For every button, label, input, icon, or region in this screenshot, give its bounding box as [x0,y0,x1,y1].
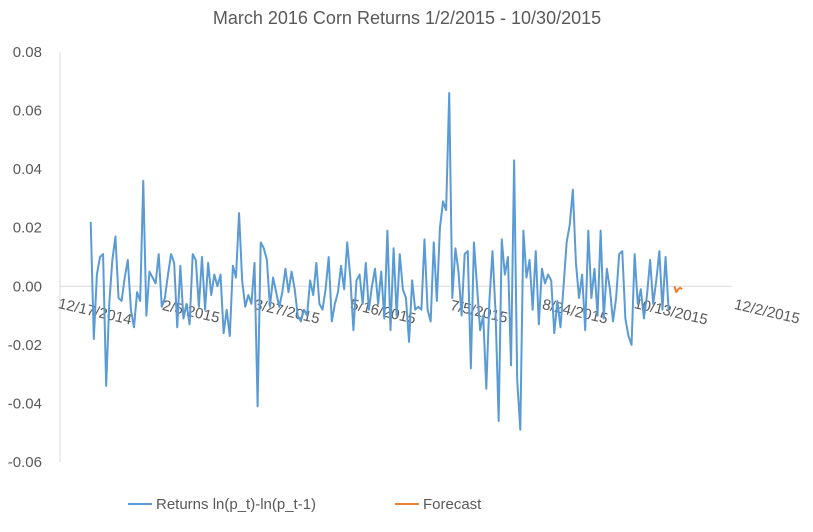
y-tick-label: 0.04 [13,161,42,178]
legend-label-1: Forecast [423,496,482,513]
y-tick-label: 0.00 [13,278,42,295]
x-tick-label: 12/2/2015 [733,296,802,328]
series-line-0 [89,92,670,431]
legend: Returns ln(p_t)-ln(p_t-1) Forecast [128,496,482,513]
y-tick-label: -0.06 [8,454,42,471]
x-tick-label: 3/27/2015 [253,296,322,328]
series-layer [89,92,683,431]
x-axis: 12/17/2014 2/5/2015 3/27/2015 5/16/2015 7/5/… [57,285,802,329]
series-line-1 [673,285,683,294]
y-tick-label: 0.08 [13,44,42,61]
y-tick-label: 0.02 [13,220,42,237]
chart-title: March 2016 Corn Returns 1/2/2015 - 10/30… [213,8,601,28]
y-axis: 0.08 0.06 0.04 0.02 0.00 -0.02 -0.04 -0.06 [8,44,61,471]
x-tick-label: 8/24/2015 [541,296,610,328]
y-tick-label: -0.04 [8,395,42,412]
y-tick-label: 0.06 [13,103,42,120]
y-tick-label: -0.02 [8,337,42,354]
legend-label-0: Returns ln(p_t)-ln(p_t-1) [156,496,316,513]
